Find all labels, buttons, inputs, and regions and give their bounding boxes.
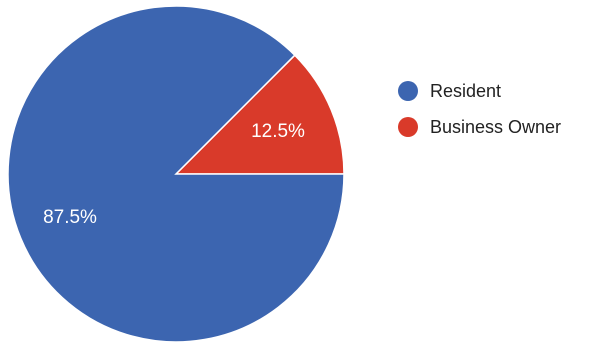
pie-slice-business-owner[interactable] [174, 54, 345, 175]
pie-label-business-owner: 12.5% [251, 121, 305, 142]
pie-chart: 12.5% 87.5% [7, 5, 345, 343]
legend-label-resident: Resident [430, 80, 502, 101]
legend-label-business-owner: Business Owner [430, 116, 562, 137]
legend-item-business-owner[interactable]: Business Owner [398, 114, 561, 140]
legend: Resident Business Owner [398, 78, 561, 150]
legend-swatch-business-owner [398, 117, 418, 137]
legend-swatch-resident [398, 81, 418, 101]
pie-label-resident: 87.5% [43, 207, 97, 228]
pie-slice-resident[interactable] [7, 5, 345, 343]
legend-item-resident[interactable]: Resident [398, 78, 561, 104]
